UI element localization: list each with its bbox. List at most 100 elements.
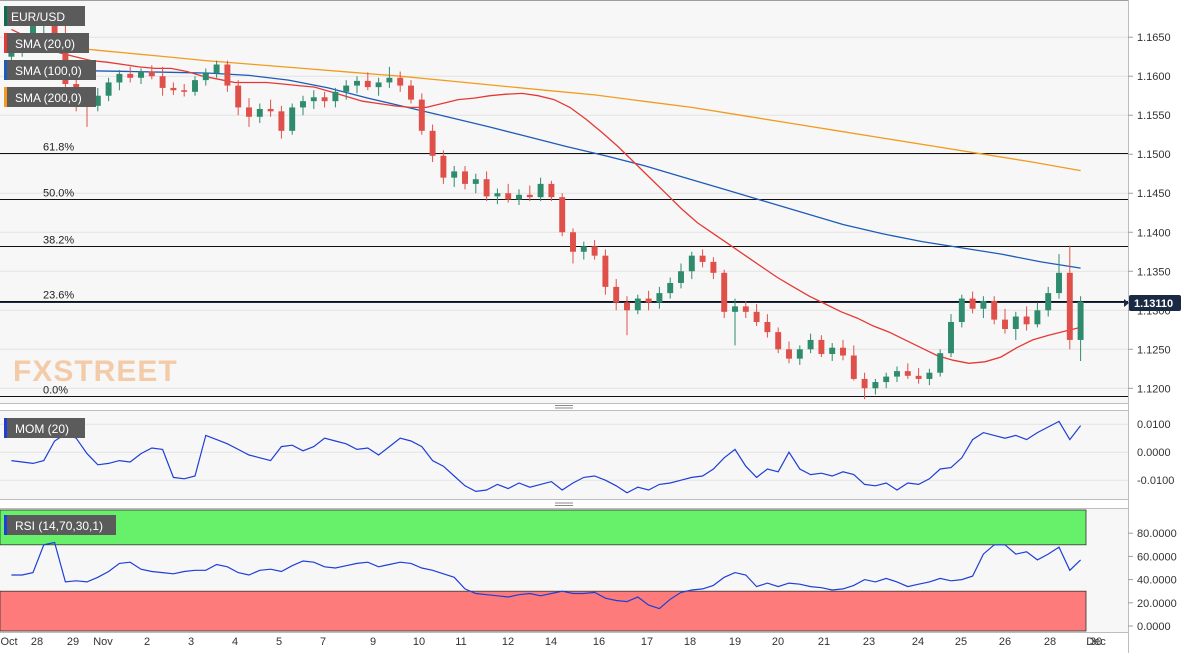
price-tick-label: 1.1450: [1137, 188, 1171, 200]
momentum-panel-background: [0, 410, 1128, 499]
candle-bullish: [300, 95, 306, 116]
candle-bearish: [278, 105, 285, 139]
candle-bullish: [472, 173, 479, 194]
fxstreet-watermark: FXSTREET: [13, 355, 178, 388]
date-tick-label: 28: [1044, 636, 1056, 648]
rsi-overbought-zone: [0, 509, 1087, 546]
date-tick-label: 25: [955, 636, 967, 648]
date-tick-label: 17: [641, 636, 653, 648]
date-tick-label: 29: [67, 636, 79, 648]
candle-bearish: [181, 84, 188, 97]
candle-bullish: [796, 345, 803, 365]
candlesticks: [8, 6, 1084, 400]
candle-bullish: [310, 90, 317, 109]
last-price-value: 1.13110: [1134, 298, 1173, 310]
fibonacci-level-label: 61.8%: [43, 142, 74, 154]
momentum-tick-label: -0.0100: [1137, 475, 1174, 487]
candle-bullish: [256, 103, 263, 124]
candle-bullish: [343, 80, 350, 100]
price-tick-label: 1.1500: [1137, 149, 1171, 161]
candle-bullish: [688, 251, 695, 280]
momentum-tick-label: 0.0100: [1137, 419, 1171, 431]
candle-bullish: [580, 241, 587, 260]
candle-bullish: [138, 68, 144, 85]
date-tick-label: 5: [276, 636, 282, 648]
candle-bearish: [818, 335, 825, 358]
legend-rsi[interactable]: RSI (14,70,30,1): [4, 515, 116, 535]
candle-bearish: [904, 363, 911, 379]
pane-resize-handle[interactable]: [555, 502, 573, 506]
rsi-tick-label: 20.0000: [1137, 598, 1177, 610]
sma-200-line: [11, 40, 1081, 172]
candle-bullish: [678, 263, 684, 289]
candle-bearish: [602, 249, 609, 295]
candle-bearish: [148, 65, 155, 80]
date-tick-label: 18: [684, 636, 696, 648]
momentum-tick-label: 0.0000: [1137, 447, 1171, 459]
candle-bullish: [958, 294, 965, 328]
candle-bullish: [375, 77, 382, 96]
candle-bullish: [332, 87, 339, 108]
legend-sma-20[interactable]: SMA (20,0): [4, 33, 89, 53]
legend-momentum[interactable]: MOM (20): [4, 418, 85, 438]
candle-bullish: [883, 372, 890, 389]
price-grid: [0, 36, 1128, 389]
date-tick-label: 30: [1090, 636, 1102, 648]
date-tick-label: 14: [545, 636, 557, 648]
candle-bearish: [570, 228, 576, 264]
legend-sma-200[interactable]: SMA (200,0): [4, 87, 96, 107]
date-tick-label: 28: [31, 636, 43, 648]
candle-bearish: [321, 91, 328, 108]
rsi-tick-label: 80.0000: [1137, 528, 1177, 540]
pane-resize-handle[interactable]: [555, 405, 573, 409]
price-tick-label: 1.1350: [1137, 266, 1171, 278]
date-tick-label: 7: [320, 636, 326, 648]
date-tick-label: Nov: [93, 636, 113, 648]
candle-bearish: [267, 99, 274, 117]
candle-bullish: [926, 368, 933, 386]
date-tick-label: 23: [863, 636, 875, 648]
candle-bullish: [213, 60, 220, 78]
legend-symbol[interactable]: EUR/USD: [4, 6, 85, 26]
candle-bullish: [192, 76, 198, 96]
candle-bullish: [537, 177, 544, 202]
date-tick-label: 4: [232, 636, 238, 648]
candle-bullish: [667, 277, 674, 299]
candle-bullish: [116, 69, 123, 91]
candle-bullish: [105, 77, 112, 102]
candle-bearish: [699, 249, 706, 268]
date-axis: Oct 28 29 Nov 2 3 4 5 7 9 10 11 12 14 16 17 18 19 20 21 23 24…: [0, 636, 1106, 648]
date-tick-label: 2: [144, 636, 150, 648]
rsi-tick-label: 60.0000: [1137, 551, 1177, 563]
candle-bullish: [94, 87, 101, 112]
date-tick-label: 9: [370, 636, 376, 648]
candle-bullish: [1056, 254, 1062, 299]
candle-bearish: [1023, 306, 1030, 331]
candle-bullish: [451, 165, 458, 188]
candle-bullish: [1077, 296, 1084, 361]
momentum-line: [11, 420, 1082, 494]
date-tick-label: 10: [413, 636, 425, 648]
candle-bullish: [894, 366, 900, 383]
date-tick-label: 11: [455, 636, 466, 648]
candle-bullish: [937, 349, 944, 377]
candle-bullish: [980, 296, 987, 319]
candle-bearish: [613, 279, 620, 311]
rsi-line: [11, 541, 1082, 610]
date-tick-label: 19: [729, 636, 741, 648]
candle-bearish: [440, 150, 447, 184]
fibonacci-level-label: 38.2%: [43, 235, 74, 247]
fibonacci-level-label: 23.6%: [43, 290, 74, 302]
candle-bullish: [289, 103, 296, 135]
moving-averages: [11, 28, 1081, 364]
candle-bearish: [462, 165, 468, 190]
candle-bearish: [246, 98, 252, 127]
candle-bearish: [418, 93, 425, 135]
date-tick-label: 12: [502, 636, 514, 648]
price-tick-label: 1.1600: [1137, 71, 1171, 83]
date-tick-label: Dec: [1086, 636, 1106, 648]
candle-bullish: [386, 66, 393, 88]
candle-bullish: [634, 294, 641, 315]
candle-bearish: [1002, 308, 1008, 334]
legend-sma-100[interactable]: SMA (100,0): [4, 60, 96, 80]
